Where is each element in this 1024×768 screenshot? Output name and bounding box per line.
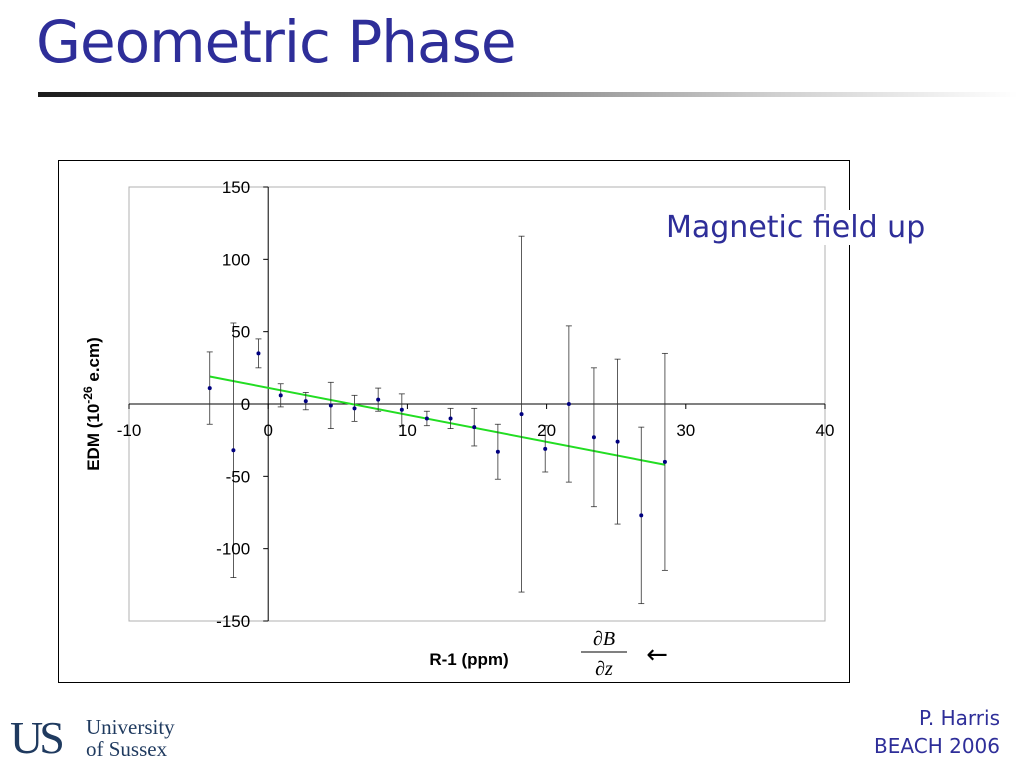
x-tick-label: 10 — [398, 421, 417, 440]
y-tick-label: -100 — [216, 540, 250, 559]
logo-line-2: of Sussex — [86, 737, 168, 761]
data-point — [256, 351, 261, 356]
y-tick-label: 150 — [222, 178, 250, 197]
data-point — [352, 406, 357, 411]
data-point — [231, 448, 236, 453]
university-logo: US University of Sussex — [10, 714, 210, 762]
x-tick-label: 20 — [537, 421, 556, 440]
data-point — [207, 386, 212, 391]
y-tick-label: 100 — [222, 250, 250, 269]
data-point — [639, 513, 644, 518]
data-point — [543, 446, 548, 451]
field-direction-annotation: Magnetic field up — [662, 210, 930, 245]
y-axis-title-exponent: -26 — [81, 386, 95, 404]
logo-text: University of Sussex — [86, 716, 175, 760]
data-point — [399, 407, 404, 412]
x-tick-label: 40 — [816, 421, 835, 440]
data-point — [376, 397, 381, 402]
data-point — [519, 412, 524, 417]
data-point — [615, 439, 620, 444]
slide-title: Geometric Phase — [36, 8, 517, 76]
x-tick-label: 0 — [263, 421, 272, 440]
y-tick-label: -150 — [216, 612, 250, 631]
data-point — [472, 425, 477, 430]
logo-mark: US — [10, 712, 65, 763]
gradient-denominator: ∂z — [595, 658, 613, 680]
data-point — [566, 402, 571, 406]
data-point — [591, 435, 596, 440]
y-axis-title: EDM (10-26 e.cm) — [81, 337, 103, 471]
data-point — [495, 449, 500, 454]
author-credit: P. Harris — [918, 706, 1000, 730]
y-tick-label: 0 — [241, 395, 250, 414]
event-credit: BEACH 2006 — [874, 734, 1000, 758]
y-axis-title-suffix: e.cm) — [84, 337, 103, 386]
data-point — [303, 399, 308, 404]
x-tick-label: -10 — [117, 421, 142, 440]
chart-frame: -150 -100 -50 0 50 100 150 -10 0 10 20 30 40 R-1 (ppm… — [58, 160, 850, 683]
y-axis-title-prefix: EDM (10 — [84, 404, 103, 471]
y-tick-label: -50 — [226, 467, 251, 486]
y-tick-label: 50 — [231, 323, 250, 342]
fit-line — [209, 375, 666, 466]
data-point — [448, 416, 453, 421]
data-point — [278, 393, 283, 398]
data-point — [424, 416, 429, 421]
gradient-numerator: ∂B — [593, 628, 615, 650]
logo-line-1: University — [86, 715, 175, 739]
data-point — [662, 459, 667, 464]
x-tick-label: 30 — [676, 421, 695, 440]
arrow-left-icon: ← — [646, 640, 668, 670]
title-rule — [38, 92, 1018, 97]
x-axis-title: R-1 (ppm) — [429, 650, 508, 669]
data-point — [328, 403, 333, 408]
